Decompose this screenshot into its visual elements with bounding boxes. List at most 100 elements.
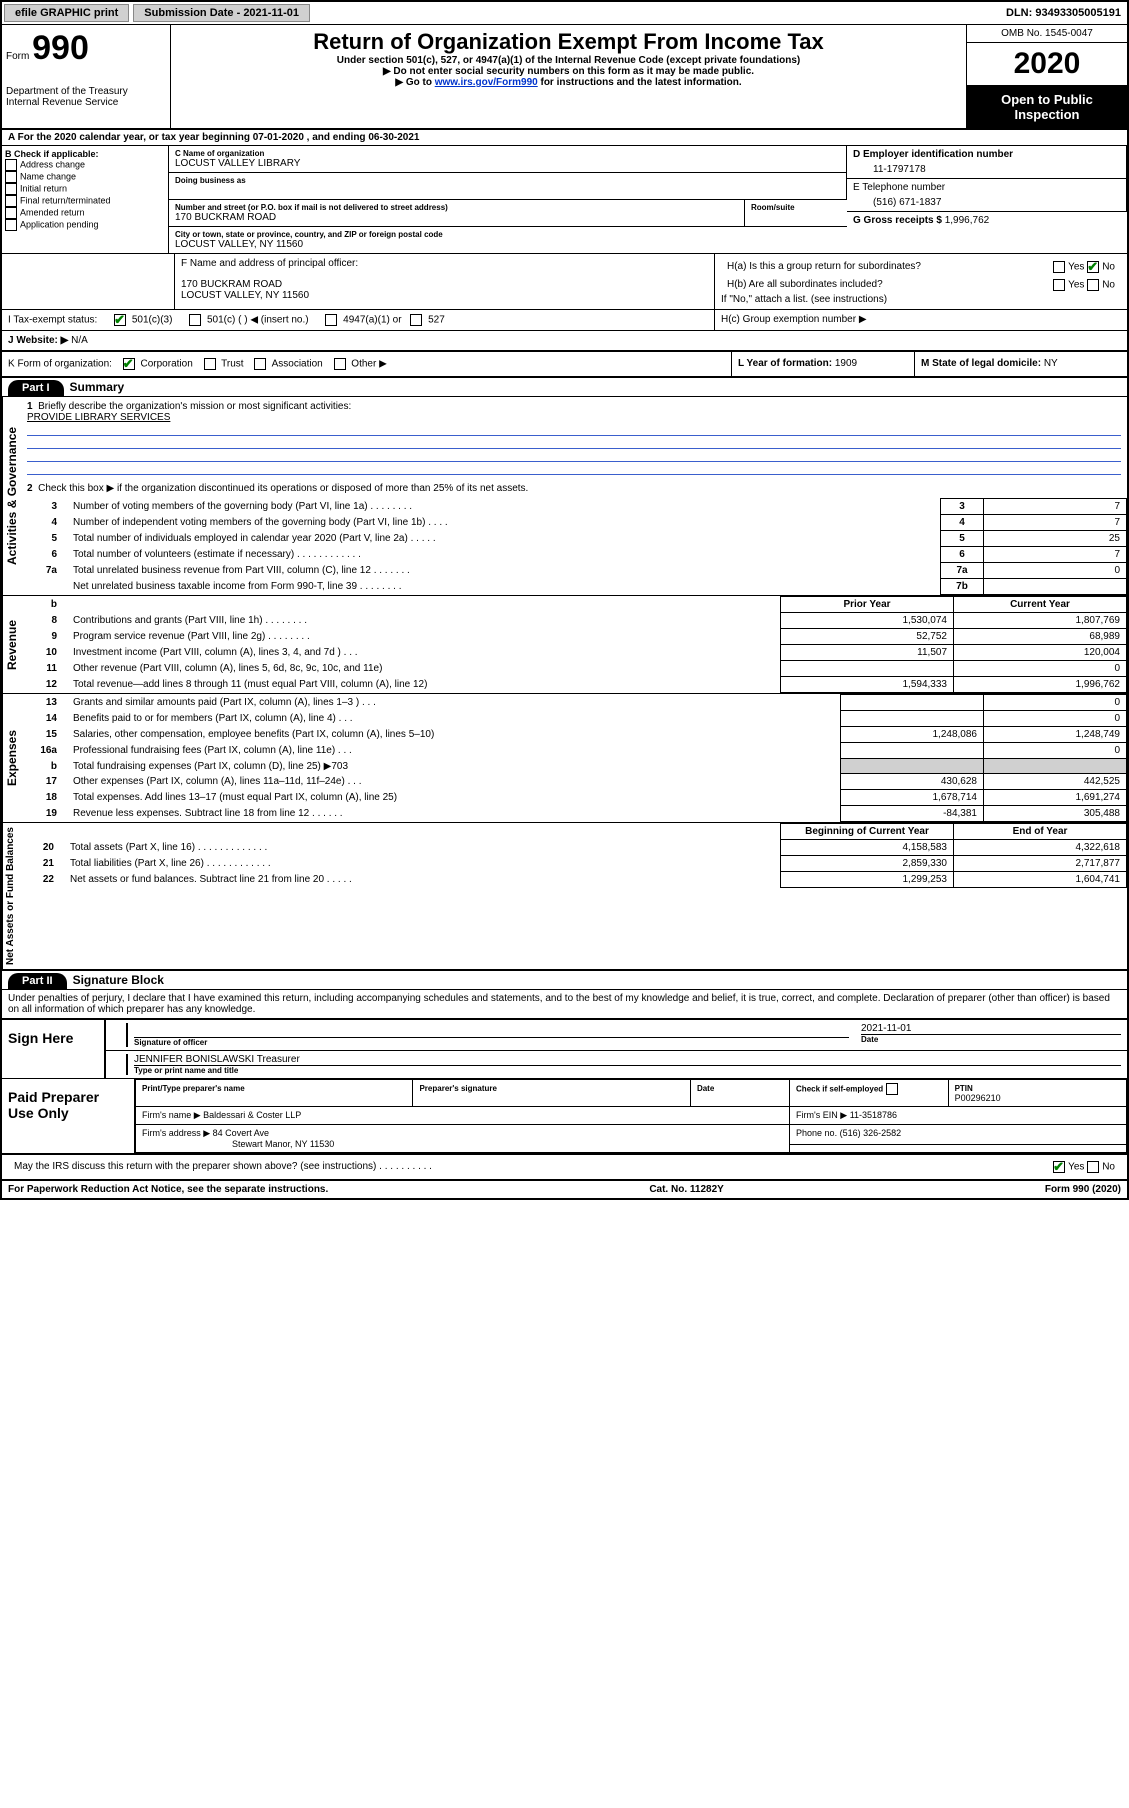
checkbox-501c[interactable] [189, 314, 201, 326]
part2-title: Signature Block [73, 973, 164, 987]
instructions-link[interactable]: www.irs.gov/Form990 [435, 77, 538, 88]
line-num: 13 [21, 695, 67, 711]
line-desc: Total liabilities (Part X, line 26) . . … [64, 856, 781, 872]
checkbox-address-change[interactable] [5, 159, 17, 171]
checkbox-ha-no[interactable] [1087, 261, 1099, 273]
part2-badge: Part II [8, 973, 67, 989]
street-address: 170 BUCKRAM ROAD [175, 212, 738, 223]
line-num: b [21, 759, 67, 774]
efile-print-button[interactable]: efile GRAPHIC print [4, 4, 129, 22]
tax-year: 2020 [967, 43, 1127, 86]
line-curr: 0 [954, 661, 1127, 677]
checkbox-hb-yes[interactable] [1053, 279, 1065, 291]
checkbox-assoc[interactable] [254, 358, 266, 370]
b-item-0: Address change [20, 159, 85, 169]
d-label: D Employer identification number [853, 149, 1120, 160]
checkbox-other[interactable] [334, 358, 346, 370]
checkbox-501c3[interactable] [114, 314, 126, 326]
line-curr: 1,807,769 [954, 613, 1127, 629]
checkbox-ha-yes[interactable] [1053, 261, 1065, 273]
k-label: K Form of organization: [8, 359, 112, 370]
line-desc: Number of independent voting members of … [67, 515, 941, 531]
firm-addr-label: Firm's address ▶ [142, 1128, 210, 1138]
part1-title: Summary [70, 380, 125, 394]
m-label: M State of legal domicile: [921, 358, 1041, 369]
col-end: End of Year [954, 824, 1127, 840]
c-name-label: C Name of organization [175, 149, 840, 158]
line-curr: 0 [984, 711, 1127, 727]
discuss-text: May the IRS discuss this return with the… [8, 1158, 1047, 1176]
identity-section: B Check if applicable: Address change Na… [2, 146, 1127, 254]
line-desc: Benefits paid to or for members (Part IX… [67, 711, 841, 727]
checkbox-final-return[interactable] [5, 195, 17, 207]
line-desc: Revenue less expenses. Subtract line 18 … [67, 806, 841, 822]
line-prior: -84,381 [841, 806, 984, 822]
i-4947: 4947(a)(1) or [343, 315, 401, 326]
line-curr: 305,488 [984, 806, 1127, 822]
checkbox-name-change[interactable] [5, 171, 17, 183]
checkbox-4947[interactable] [325, 314, 337, 326]
subtitle-2: ▶ Do not enter social security numbers o… [175, 66, 962, 77]
checkbox-discuss-yes[interactable] [1053, 1161, 1065, 1173]
line-num: 7a [21, 563, 67, 579]
vlabel-governance: Activities & Governance [2, 397, 21, 595]
col-beg: Beginning of Current Year [781, 824, 954, 840]
dept-label: Department of the Treasury Internal Reve… [6, 86, 166, 108]
checkbox-527[interactable] [410, 314, 422, 326]
line-box: 3 [941, 499, 984, 515]
footer-left: For Paperwork Reduction Act Notice, see … [8, 1184, 328, 1195]
checkbox-self-employed[interactable] [886, 1083, 898, 1095]
line-num: 18 [21, 790, 67, 806]
prep-h3: Date [697, 1084, 714, 1093]
line-desc: Investment income (Part VIII, column (A)… [67, 645, 781, 661]
hb-label: H(b) Are all subordinates included? [721, 276, 1047, 294]
hb-note: If "No," attach a list. (see instruction… [721, 294, 1121, 305]
firm-addr2: Stewart Manor, NY 11530 [142, 1139, 334, 1149]
line-prior: 11,507 [781, 645, 954, 661]
i-label: I Tax-exempt status: [8, 315, 97, 326]
prep-phone-label: Phone no. [796, 1128, 837, 1138]
discuss-yes: Yes [1068, 1162, 1084, 1173]
page-footer: For Paperwork Reduction Act Notice, see … [2, 1181, 1127, 1198]
checkbox-corp[interactable] [123, 358, 135, 370]
q2-text: Check this box ▶ if the organization dis… [38, 483, 528, 494]
hb-no: No [1102, 280, 1115, 291]
footer-mid: Cat. No. 11282Y [649, 1184, 723, 1195]
checkbox-trust[interactable] [204, 358, 216, 370]
checkbox-hb-no[interactable] [1087, 279, 1099, 291]
line-desc: Total assets (Part X, line 16) . . . . .… [64, 840, 781, 856]
line-num: 3 [21, 499, 67, 515]
line-prior: 52,752 [781, 629, 954, 645]
ptin-label: PTIN [955, 1084, 973, 1093]
line-num: 12 [21, 677, 67, 693]
subtitle-1: Under section 501(c), 527, or 4947(a)(1)… [175, 55, 962, 66]
phone-value: (516) 671-1837 [853, 193, 1120, 208]
line-num: 8 [21, 613, 67, 629]
line-prior: 1,299,253 [781, 872, 954, 888]
b-item-2: Initial return [20, 183, 67, 193]
line-curr: 1,691,274 [984, 790, 1127, 806]
firm-addr1: 84 Covert Ave [213, 1128, 269, 1138]
line-curr: 2,717,877 [954, 856, 1127, 872]
revenue-block: Revenue b Prior Year Current Year 8 Cont… [2, 596, 1127, 694]
line-desc: Net assets or fund balances. Subtract li… [64, 872, 781, 888]
submission-date-button[interactable]: Submission Date - 2021-11-01 [133, 4, 310, 22]
hb-yes: Yes [1068, 280, 1084, 291]
checkbox-app-pending[interactable] [5, 219, 17, 231]
omb-number: OMB No. 1545-0047 [967, 25, 1127, 43]
checkbox-discuss-no[interactable] [1087, 1161, 1099, 1173]
line-desc: Number of voting members of the governin… [67, 499, 941, 515]
subtitle-3-post: for instructions and the latest informat… [538, 77, 742, 88]
checkbox-initial-return[interactable] [5, 183, 17, 195]
line-box: 6 [941, 547, 984, 563]
prep-h1: Print/Type preparer's name [142, 1084, 245, 1093]
row-a-tax-year: A For the 2020 calendar year, or tax yea… [2, 130, 1127, 146]
line-desc: Total number of individuals employed in … [67, 531, 941, 547]
checkbox-amended[interactable] [5, 207, 17, 219]
g-label: G Gross receipts $ [853, 215, 942, 226]
sign-here-block: Sign Here Signature of officer 2021-11-0… [2, 1018, 1127, 1079]
prep-h2: Preparer's signature [419, 1084, 497, 1093]
line-prior [841, 759, 984, 774]
line-num: 5 [21, 531, 67, 547]
net-lines-table: Beginning of Current Year End of Year 20… [18, 823, 1127, 888]
